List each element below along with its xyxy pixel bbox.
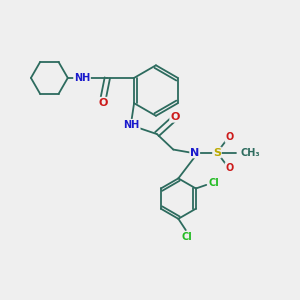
Text: O: O: [225, 132, 234, 142]
Text: S: S: [213, 148, 221, 158]
Text: O: O: [98, 98, 107, 108]
Text: O: O: [170, 112, 179, 122]
Text: N: N: [190, 148, 199, 158]
Text: NH: NH: [124, 120, 140, 130]
Text: Cl: Cl: [181, 232, 192, 242]
Text: Cl: Cl: [209, 178, 220, 188]
Text: O: O: [225, 163, 234, 173]
Text: NH: NH: [74, 73, 90, 83]
Text: CH₃: CH₃: [240, 148, 260, 158]
